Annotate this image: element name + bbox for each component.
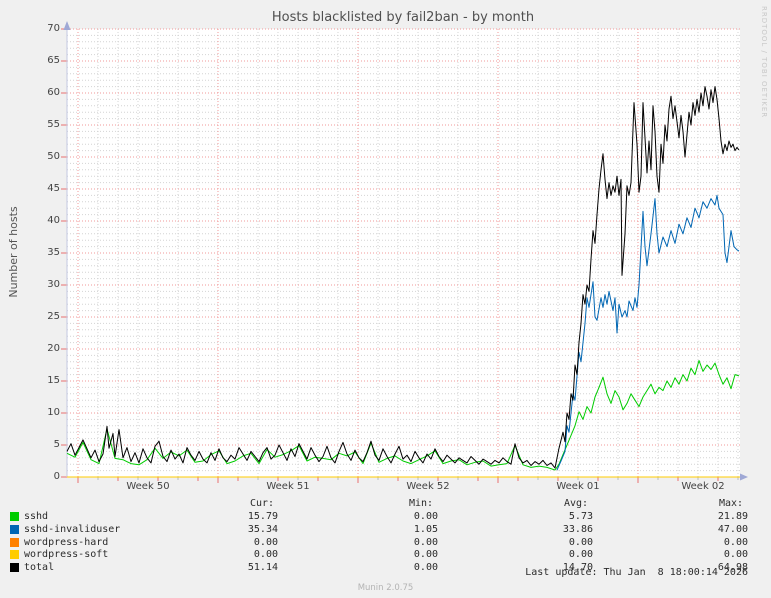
y-tick-label: 70	[47, 23, 60, 34]
munin-version-text: Munin 2.0.75	[357, 583, 414, 593]
legend-value-sshd-max: 21.89	[717, 511, 748, 522]
y-tick-label: 55	[47, 119, 60, 130]
legend-value-wordpress-hard-avg: 0.00	[568, 537, 593, 548]
legend-swatch-sshd-invaliduser	[10, 525, 19, 534]
y-tick-label: 45	[47, 183, 60, 194]
y-tick-label: 50	[47, 151, 60, 162]
legend-swatch-total	[10, 563, 19, 572]
legend-value-total-cur: 51.14	[247, 562, 278, 573]
legend-header-min: Min:	[409, 498, 434, 509]
x-tick-label: Week 50	[126, 481, 170, 492]
y-tick-label: 10	[47, 407, 60, 418]
series-line-total	[66, 86, 740, 469]
x-tick-label: Week 01	[556, 481, 600, 492]
legend-value-wordpress-soft-avg: 0.00	[568, 549, 593, 560]
legend-value-sshd-invaliduser-max: 47.00	[717, 524, 748, 535]
legend-value-wordpress-soft-min: 0.00	[413, 549, 438, 560]
legend-value-sshd-invaliduser-cur: 35.34	[247, 524, 278, 535]
x-tick-label: Week 52	[406, 481, 450, 492]
y-tick-label: 5	[53, 439, 60, 450]
legend-value-total-avg: 14.70	[562, 562, 593, 573]
x-axis-arrow-icon	[740, 473, 748, 481]
y-axis-arrow-icon	[63, 21, 71, 30]
legend-label-sshd-invaliduser: sshd-invaliduser	[24, 524, 121, 535]
y-tick-label: 25	[47, 311, 60, 322]
rrdtool-watermark: RRDTOOL / TOBI OETIKER	[760, 6, 768, 119]
legend-header-max: Max:	[719, 498, 744, 509]
page-title: Hosts blacklisted by fail2ban - by month	[271, 10, 535, 25]
legend-value-wordpress-soft-cur: 0.00	[253, 549, 278, 560]
legend-value-wordpress-soft-max: 0.00	[723, 549, 748, 560]
legend-value-sshd-invaliduser-avg: 33.86	[562, 524, 593, 535]
y-tick-label: 65	[47, 55, 60, 66]
legend-value-wordpress-hard-cur: 0.00	[253, 537, 278, 548]
y-tick-label: 60	[47, 87, 60, 98]
legend-label-sshd: sshd	[24, 511, 49, 522]
x-tick-label: Week 51	[266, 481, 310, 492]
legend-value-wordpress-hard-min: 0.00	[413, 537, 438, 548]
y-tick-label: 30	[47, 279, 60, 290]
y-tick-label: 40	[47, 215, 60, 226]
legend-swatch-wordpress-hard	[10, 538, 19, 547]
legend-value-sshd-min: 0.00	[413, 511, 438, 522]
legend-label-wordpress-hard: wordpress-hard	[24, 537, 109, 548]
legend-value-wordpress-hard-max: 0.00	[723, 537, 748, 548]
legend-label-wordpress-soft: wordpress-soft	[24, 549, 109, 560]
legend-swatch-wordpress-soft	[10, 550, 19, 559]
legend-value-sshd-invaliduser-min: 1.05	[413, 524, 438, 535]
last-update-text: Last update: Thu Jan 8 18:00:14 2026	[525, 567, 748, 578]
x-tick-label: Week 02	[681, 481, 725, 492]
legend-value-sshd-avg: 5.73	[568, 511, 593, 522]
legend-value-sshd-cur: 15.79	[247, 511, 278, 522]
y-tick-label: 20	[47, 343, 60, 354]
series-line-sshd-invaliduser	[556, 194, 740, 471]
legend-header-cur: Cur:	[250, 498, 275, 509]
legend-value-total-min: 0.00	[413, 562, 438, 573]
legend-value-total-max: 64.98	[717, 562, 748, 573]
legend-swatch-sshd	[10, 512, 19, 521]
legend-label-total: total	[24, 562, 55, 573]
y-tick-label: 15	[47, 375, 60, 386]
y-tick-label: 35	[47, 247, 60, 258]
legend-header-avg: Avg:	[564, 498, 589, 509]
y-tick-label: 0	[53, 471, 60, 482]
